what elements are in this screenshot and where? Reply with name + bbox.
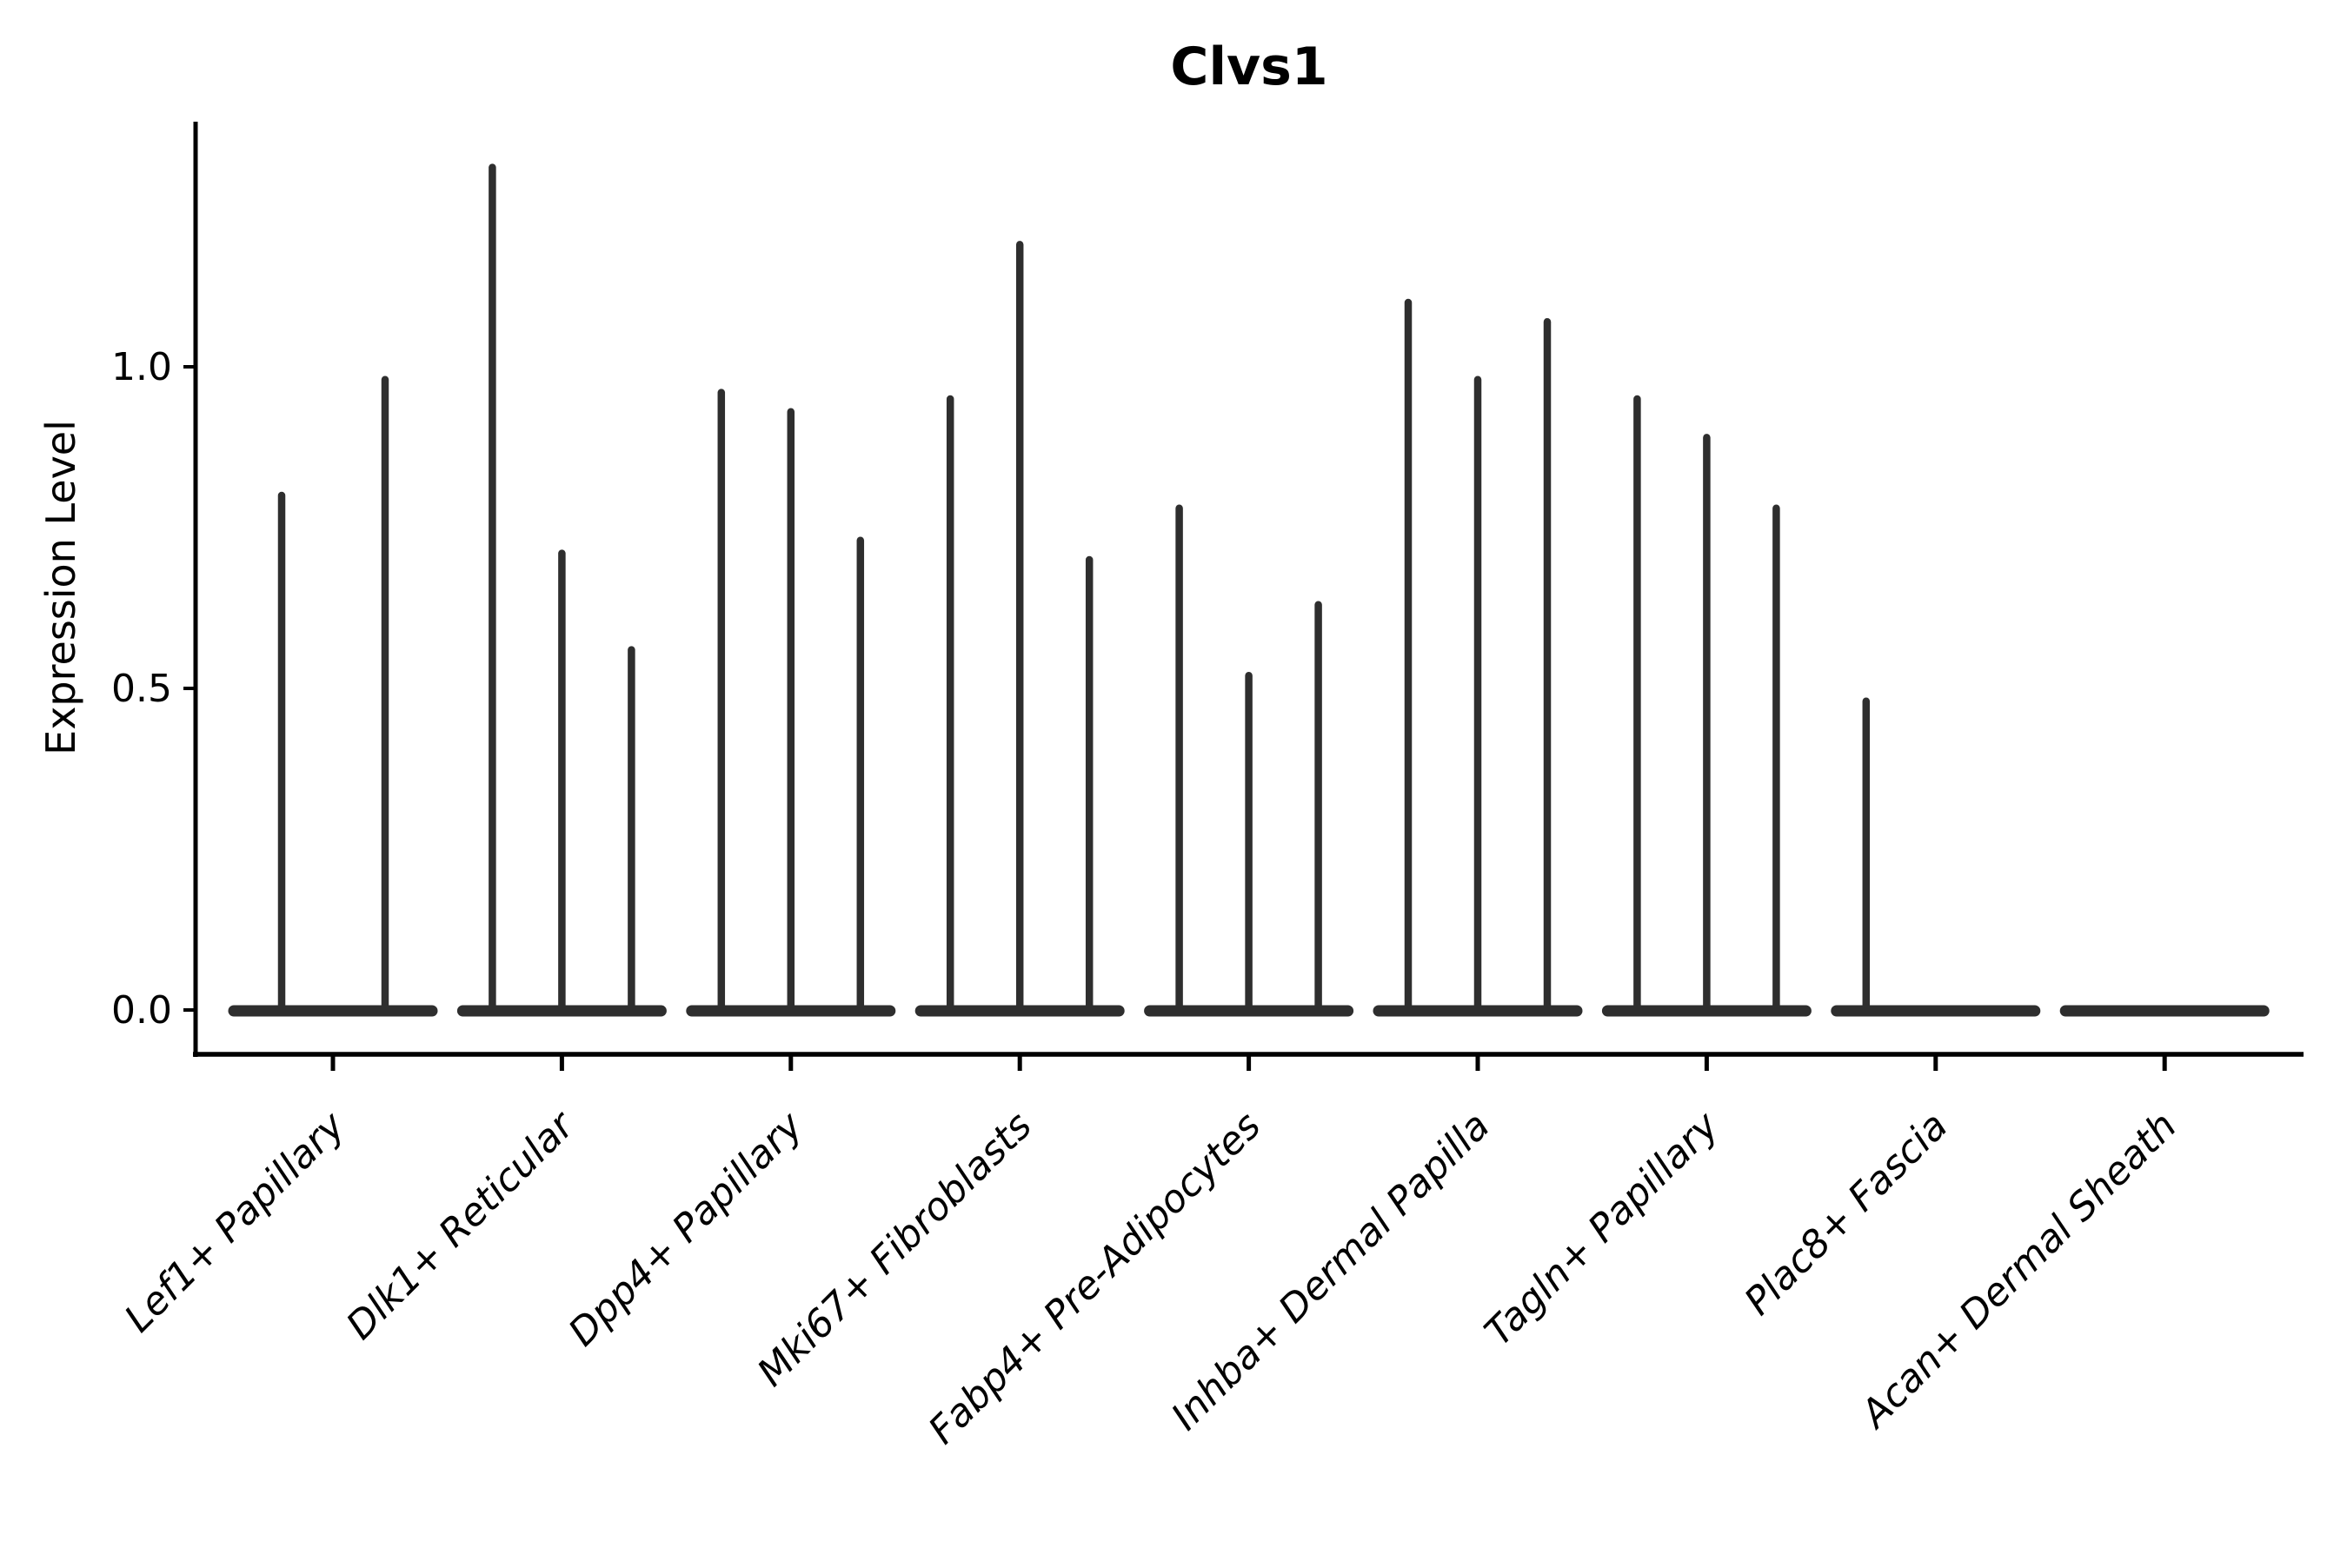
y-axis-label: Expression Level xyxy=(37,420,84,755)
x-tick-label: Dlk1+ Reticular xyxy=(338,1102,584,1348)
x-tick-label: Dpp4+ Papillary xyxy=(561,1103,813,1355)
x-tick-label: Plac8+ Fascia xyxy=(1736,1104,1956,1324)
x-tick-label: Tagln+ Papillary xyxy=(1476,1103,1727,1354)
violins-layer xyxy=(228,163,2270,1017)
y-tick-label: 0.0 xyxy=(111,988,172,1033)
y-tick-label: 1.0 xyxy=(111,345,172,389)
x-tick-label: Lef1+ Papillary xyxy=(116,1103,355,1341)
plot-title: Clvs1 xyxy=(1170,37,1327,97)
y-tick-label: 0.5 xyxy=(111,667,172,711)
